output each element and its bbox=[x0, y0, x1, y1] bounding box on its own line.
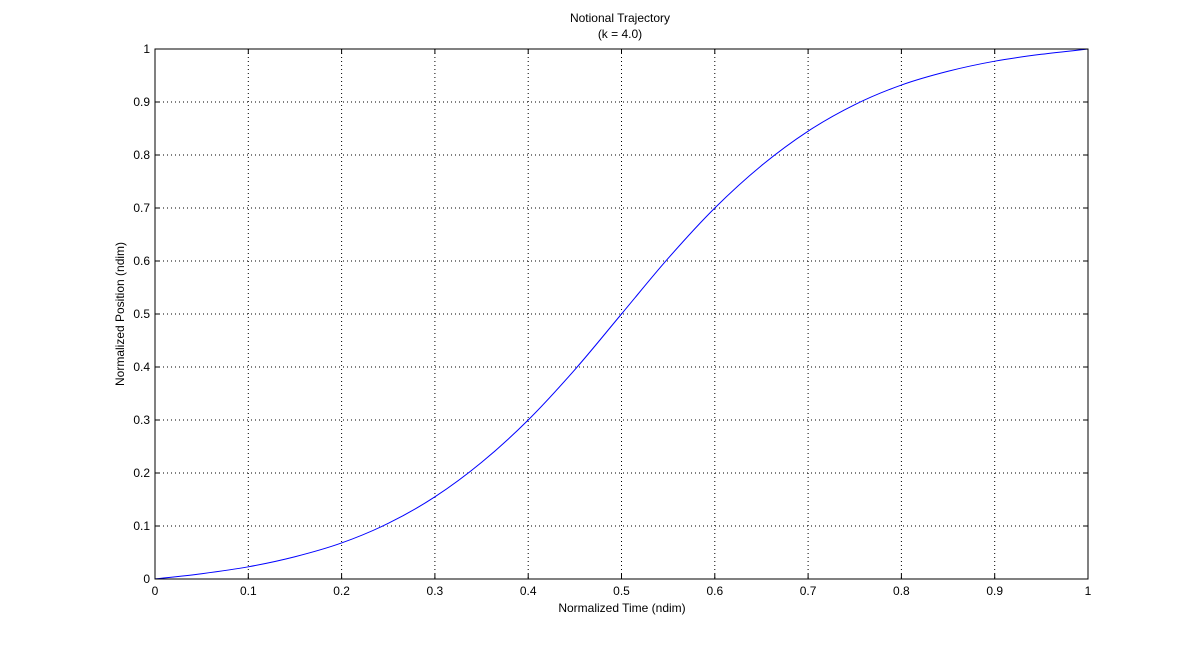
x-tick-label: 0 bbox=[152, 584, 159, 598]
x-tick-label: 0.5 bbox=[613, 584, 630, 598]
axes bbox=[154, 48, 1089, 580]
y-tick-label: 0.4 bbox=[133, 360, 150, 374]
y-tick-label: 0.1 bbox=[133, 519, 150, 533]
x-axis-label: Normalized Time (ndim) bbox=[558, 601, 685, 615]
y-tick-label: 0 bbox=[143, 572, 150, 586]
x-tick-label: 0.4 bbox=[520, 584, 537, 598]
y-tick-label: 0.9 bbox=[133, 95, 150, 109]
plot-frame bbox=[154, 48, 1089, 580]
chart-subtitle: (k = 4.0) bbox=[598, 27, 642, 41]
series-layer bbox=[154, 48, 1089, 580]
y-axis-label: Normalized Position (ndim) bbox=[113, 242, 127, 386]
x-tick-label: 0.6 bbox=[706, 584, 723, 598]
x-tick-label: 0.7 bbox=[800, 584, 817, 598]
y-tick-label: 0.6 bbox=[133, 254, 150, 268]
x-tick-label: 0.3 bbox=[427, 584, 444, 598]
x-tick-label: 1 bbox=[1085, 584, 1092, 598]
x-tick-label: 0.9 bbox=[986, 584, 1003, 598]
y-tick-label: 0.2 bbox=[133, 466, 150, 480]
series-line bbox=[154, 48, 1089, 580]
x-tick-label: 0.2 bbox=[333, 584, 350, 598]
x-tick-label: 0.8 bbox=[893, 584, 910, 598]
y-tick-label: 0.5 bbox=[133, 307, 150, 321]
y-tick-label: 0.8 bbox=[133, 148, 150, 162]
y-tick-label: 1 bbox=[143, 42, 150, 56]
tick-labels: 0 0.1 0.2 0.3 0.4 0.5 0.6 0.7 0.8 0.9 1 0 0.1 0.2 0.3 0… bbox=[133, 42, 1091, 598]
x-tick-label: 0.1 bbox=[240, 584, 257, 598]
y-tick-label: 0.7 bbox=[133, 201, 150, 215]
chart-title: Notional Trajectory bbox=[570, 11, 670, 25]
y-tick-label: 0.3 bbox=[133, 413, 150, 427]
